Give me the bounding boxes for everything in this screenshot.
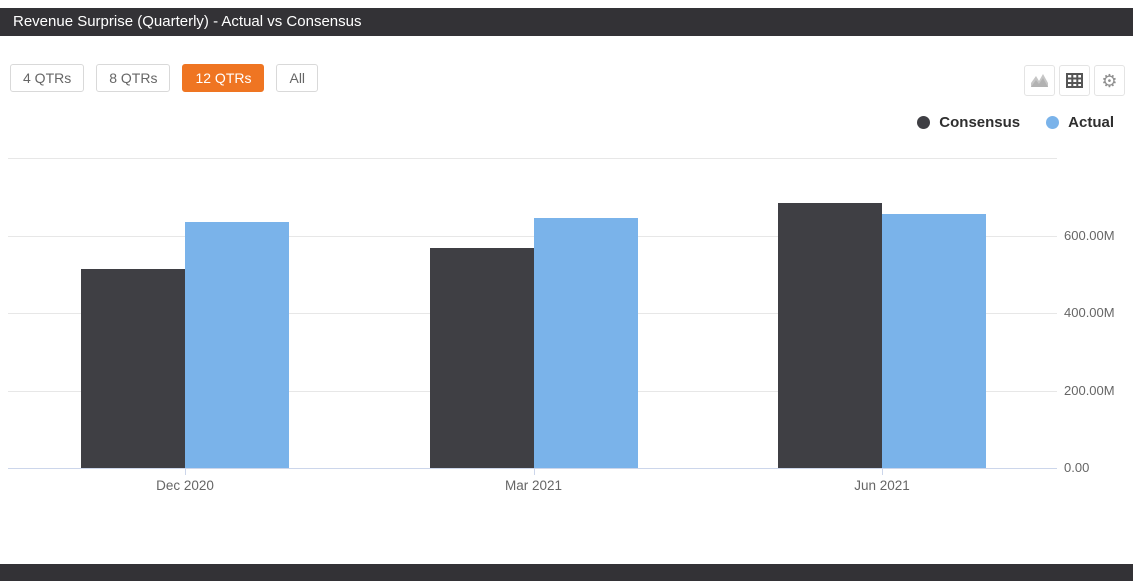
range-button-12-qtrs[interactable]: 12 QTRs xyxy=(182,64,265,92)
y-axis-label-200m: 200.00M xyxy=(1064,382,1115,398)
bar-actual-dec-2020[interactable] xyxy=(185,221,289,468)
widget-title-bar: Revenue Surprise (Quarterly) - Actual vs… xyxy=(0,8,1133,36)
y-axis-label-0m: 0.00 xyxy=(1064,460,1090,475)
gridline-600m xyxy=(8,235,1057,237)
x-axis-tick-dec-2020 xyxy=(185,468,186,475)
gear-icon: ⚙ xyxy=(1101,70,1118,91)
table-icon xyxy=(1066,73,1083,88)
x-axis-label-mar-2021: Mar 2021 xyxy=(504,478,563,493)
bar-actual-mar-2021[interactable] xyxy=(533,218,638,468)
range-button-all[interactable]: All xyxy=(276,64,319,92)
range-button-8-qtrs[interactable]: 8 QTRs xyxy=(96,64,171,92)
legend-item-actual[interactable]: Actual xyxy=(1046,114,1114,131)
table-view-button[interactable] xyxy=(1059,65,1090,96)
legend-dot-consensus xyxy=(917,116,931,129)
chart-legend: Consensus Actual xyxy=(917,114,1114,131)
legend-label: Consensus xyxy=(939,114,1021,131)
area-chart-view-button[interactable] xyxy=(1024,65,1055,96)
legend-item-consensus[interactable]: Consensus xyxy=(917,114,1020,131)
bar-consensus-jun-2021[interactable] xyxy=(778,202,882,468)
view-toolbar: ⚙ xyxy=(1024,65,1125,96)
range-button-4-qtrs[interactable]: 4 QTRs xyxy=(10,64,85,92)
settings-button[interactable]: ⚙ xyxy=(1094,65,1125,96)
bar-consensus-mar-2021[interactable] xyxy=(429,247,534,468)
x-axis-tick-mar-2021 xyxy=(533,468,535,475)
gridline-800m xyxy=(8,158,1057,159)
legend-label: Actual xyxy=(1068,114,1114,131)
x-axis-label-dec-2020: Dec 2020 xyxy=(156,478,214,493)
area-chart-icon xyxy=(1031,74,1048,87)
x-axis-label-jun-2021: Jun 2021 xyxy=(854,478,910,493)
y-axis-label-400m: 400.00M xyxy=(1064,305,1115,320)
range-buttons: 4 QTRs 8 QTRs 12 QTRs All xyxy=(10,64,319,92)
bar-consensus-dec-2020[interactable] xyxy=(81,268,185,468)
bar-actual-jun-2021[interactable] xyxy=(882,213,986,468)
y-axis-label-600m: 600.00M xyxy=(1064,227,1115,243)
widget-title: Revenue Surprise (Quarterly) - Actual vs… xyxy=(13,13,362,30)
x-axis-tick-jun-2021 xyxy=(882,468,883,475)
next-section-header-bar xyxy=(0,564,1133,581)
x-axis-line xyxy=(8,468,1057,469)
legend-dot-actual xyxy=(1046,116,1060,129)
